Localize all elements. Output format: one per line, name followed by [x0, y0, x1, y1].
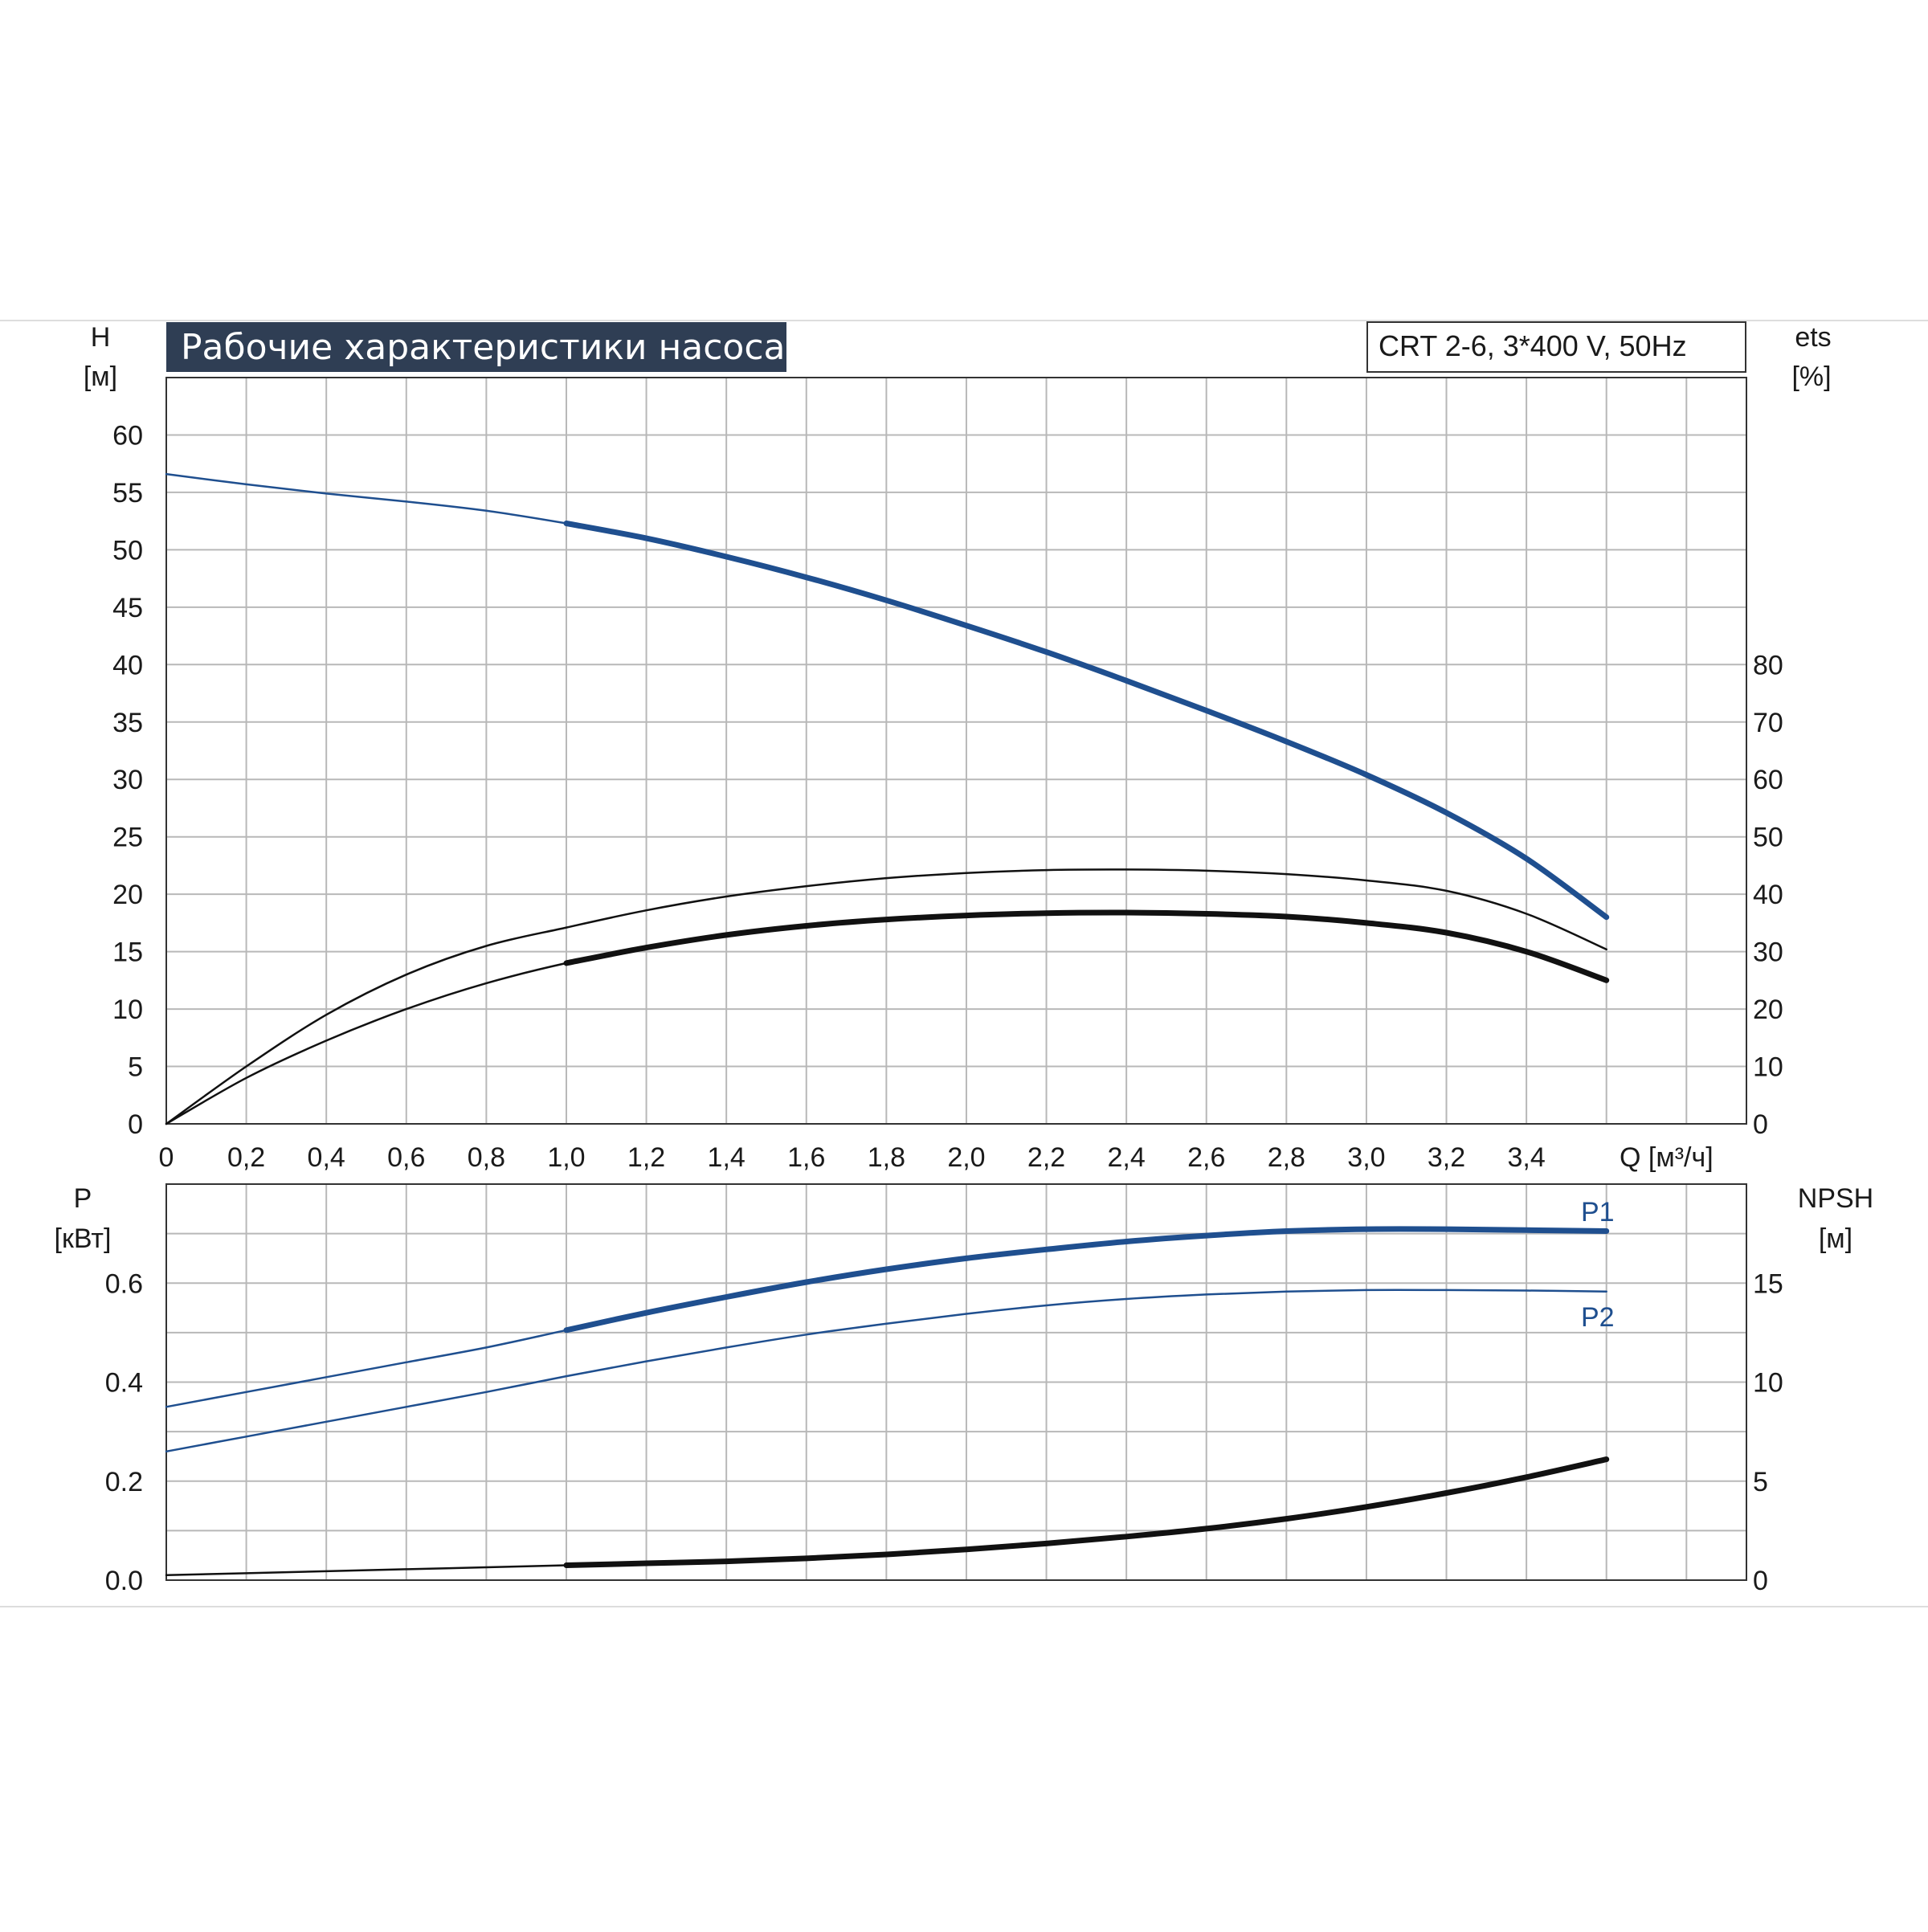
model-box [1366, 321, 1746, 373]
plot-frame [165, 1183, 1747, 1581]
left-y-tick-label: 5 [128, 1052, 143, 1083]
right-y-tick-label: 40 [1753, 880, 1783, 910]
lower-left-axis-title-line1: P [74, 1183, 92, 1214]
upper-series-2-duty-range [563, 909, 1610, 983]
x-tick-label: 2,8 [1268, 1142, 1305, 1173]
upper-series [165, 472, 1610, 1125]
lower-series [165, 1226, 1610, 1577]
right-y-tick-label: 70 [1753, 708, 1783, 738]
upper-right-axis-title-line1: ets [1795, 322, 1831, 353]
chart-title: Рабочие характеристики насоса [181, 327, 785, 368]
upper-series-0-duty-range [563, 521, 1610, 921]
left-y-tick-label: 50 [112, 535, 143, 566]
left-y-tick-label: 30 [112, 765, 143, 795]
left-y-tick-label: 10 [112, 995, 143, 1025]
lower-grid [165, 1183, 1747, 1581]
left-y-tick-label: 0.6 [105, 1268, 143, 1299]
upper-series-1-line [165, 868, 1607, 1125]
lower-right-axis-title-line1: NPSH [1798, 1183, 1873, 1214]
right-y-tick-label: 80 [1753, 650, 1783, 680]
left-y-tick-label: 0.4 [105, 1368, 143, 1399]
right-y-tick-label: 20 [1753, 995, 1783, 1025]
upper-ticks: 0 0,2 0,4 0,6 0,8 1,0 1,2 1,4 1,6 1,8 2,0 2,2 2,4 2,6… [112, 420, 1783, 1173]
upper-left-axis-title-line1: H [91, 322, 111, 353]
x-tick-label: 3,2 [1428, 1142, 1465, 1173]
left-y-tick-label: 0.2 [105, 1467, 143, 1497]
lower-series-1-line [165, 1289, 1607, 1453]
x-tick-label: 0,8 [468, 1142, 505, 1173]
left-y-tick-label: 35 [112, 708, 143, 738]
x-tick-label: 0,2 [227, 1142, 265, 1173]
left-y-tick-label: 40 [112, 650, 143, 680]
left-y-tick-label: 0.0 [105, 1566, 143, 1596]
title-box [166, 322, 786, 372]
left-y-tick-label: 45 [112, 593, 143, 623]
x-tick-label: 2,2 [1027, 1142, 1065, 1173]
x-tick-label: 1,4 [708, 1142, 745, 1173]
right-y-tick-label: 0 [1753, 1566, 1768, 1596]
lower-right-axis-title-line2: [м] [1819, 1223, 1852, 1254]
upper-left-axis-title-line2: [м] [84, 361, 117, 392]
right-y-tick-label: 5 [1753, 1467, 1768, 1497]
x-tick-label: 1,0 [547, 1142, 585, 1173]
x-tick-label: 2,4 [1108, 1142, 1146, 1173]
right-y-tick-label: 0 [1753, 1109, 1768, 1140]
lower-series-0-duty-range [563, 1226, 1610, 1334]
right-y-tick-label: 30 [1753, 937, 1783, 968]
right-y-tick-label: 10 [1753, 1368, 1783, 1399]
series-label-p2: P2 [1581, 1302, 1615, 1333]
right-y-tick-label: 60 [1753, 765, 1783, 795]
right-y-tick-label: 10 [1753, 1052, 1783, 1083]
right-y-tick-label: 15 [1753, 1268, 1783, 1299]
left-y-tick-label: 25 [112, 823, 143, 853]
x-tick-label: 0,6 [387, 1142, 425, 1173]
x-tick-label: 1,2 [627, 1142, 665, 1173]
lower-ticks: 0.0 0.2 0.4 0.6 0 5 10 15 [105, 1268, 1783, 1596]
x-axis-title: Q [м³/ч] [1620, 1142, 1714, 1173]
upper-grid [165, 377, 1747, 1125]
x-tick-label: 3,4 [1507, 1142, 1545, 1173]
left-y-tick-label: 15 [112, 937, 143, 968]
plot-frame [165, 377, 1747, 1125]
left-y-tick-label: 0 [128, 1109, 143, 1140]
lower-series-2-duty-range [563, 1456, 1610, 1568]
x-tick-label: 2,0 [947, 1142, 985, 1173]
x-tick-label: 0,4 [308, 1142, 345, 1173]
series-label-p1: P1 [1581, 1197, 1615, 1227]
x-tick-label: 2,6 [1187, 1142, 1225, 1173]
x-tick-label: 0 [159, 1142, 174, 1173]
lower-left-axis-title-line2: [кВт] [55, 1223, 112, 1254]
right-y-tick-label: 50 [1753, 823, 1783, 853]
x-tick-label: 1,8 [868, 1142, 905, 1173]
model-label: CRT 2-6, 3*400 V, 50Hz [1379, 329, 1687, 362]
x-tick-label: 3,0 [1347, 1142, 1385, 1173]
left-y-tick-label: 55 [112, 478, 143, 509]
left-y-tick-label: 60 [112, 420, 143, 451]
upper-right-axis-title-line2: [%] [1791, 361, 1831, 392]
left-y-tick-label: 20 [112, 880, 143, 910]
x-tick-label: 1,6 [787, 1142, 825, 1173]
